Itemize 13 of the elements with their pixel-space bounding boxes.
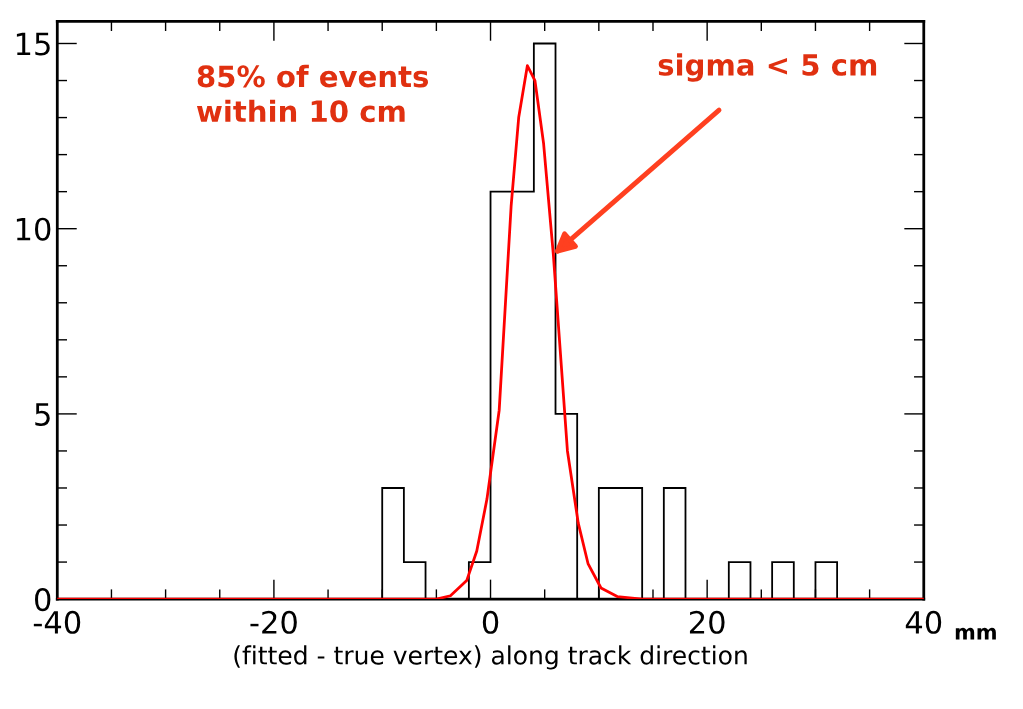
x-tick-label: 20 <box>689 610 725 634</box>
x-tick-label: 40 <box>905 610 942 634</box>
x-tick-label: -20 <box>250 610 297 634</box>
annotation: 85% of events within 10 cm <box>196 64 429 123</box>
y-tick-label: 10 <box>16 217 51 241</box>
text: mm <box>955 627 996 640</box>
annotation: sigma < 5 cm <box>658 53 877 82</box>
y-tick-label: 0 <box>35 588 51 612</box>
x-tick-label: 0 <box>482 610 499 634</box>
y-tick-label: 15 <box>16 32 50 56</box>
y-tick-label: 5 <box>35 403 50 426</box>
x-axis-title: (fitted - true vertex) along track direction <box>234 645 747 670</box>
x-tick-label: -40 <box>33 610 81 634</box>
